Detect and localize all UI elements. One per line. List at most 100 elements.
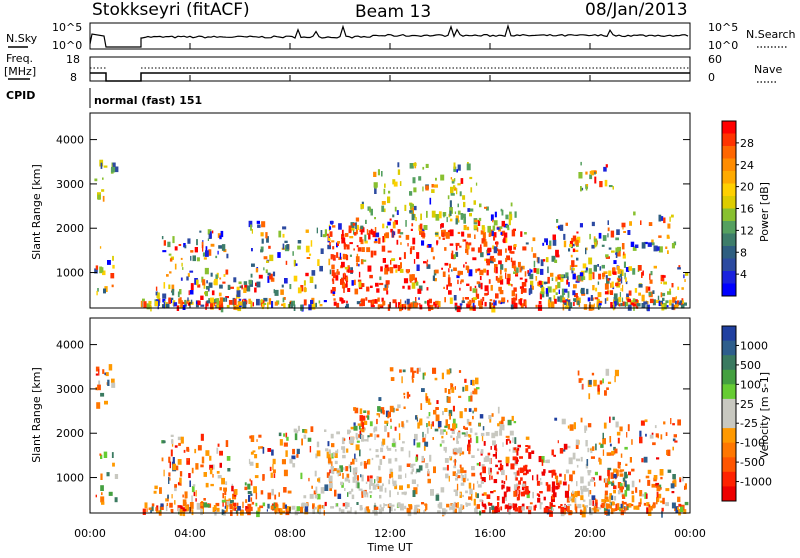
heatmap-cell [342,473,344,479]
heatmap-cell [140,300,143,308]
heatmap-cell [675,304,679,308]
heatmap-cell [431,184,434,188]
heatmap-cell [566,496,570,503]
heatmap-cell [582,383,584,390]
heatmap-cell [336,503,338,507]
heatmap-cell [526,506,530,510]
heatmap-cell [187,448,190,452]
heatmap-cell [679,302,681,305]
heatmap-cell [491,432,496,439]
heatmap-cell [392,438,396,444]
heatmap-cell [476,462,480,466]
heatmap-cell [200,304,205,307]
heatmap-cell [412,177,416,184]
heatmap-cell [556,219,559,223]
y-tick-label: 3000 [56,178,84,191]
heatmap-cell [407,285,411,290]
heatmap-cell [412,246,415,250]
heatmap-cell [348,479,351,483]
heatmap-cell [481,477,486,483]
heatmap-cell [203,257,207,260]
heatmap-cell [419,304,423,310]
heatmap-cell [547,276,550,284]
freq-trace [90,72,690,82]
colorbar-swatch [722,258,736,272]
x-tick-label: 12:00 [374,527,406,540]
heatmap-cell [213,505,217,510]
heatmap-cell [511,260,516,266]
heatmap-cell [577,503,582,509]
colorbar-swatch [722,369,736,385]
heatmap-cell [229,286,234,289]
heatmap-cell [570,254,573,258]
heatmap-cell [330,289,333,294]
heatmap-cell [463,425,466,429]
heatmap-cell [465,265,469,271]
heatmap-cell [623,231,626,233]
heatmap-cell [546,239,548,246]
heatmap-cell [537,497,541,503]
heatmap-cell [667,469,672,473]
heatmap-cell [462,477,466,483]
heatmap-cell [468,447,471,455]
heatmap-cell [616,503,620,511]
heatmap-cell [429,402,432,405]
heatmap-cell [513,287,517,292]
heatmap-cell [251,248,253,252]
heatmap-cell [521,483,526,487]
heatmap-cell [101,492,103,496]
heatmap-cell [374,433,376,440]
heatmap-cell [293,428,297,433]
heatmap-cell [225,481,228,485]
heatmap-cell [454,458,456,466]
heatmap-cell [416,442,421,448]
heatmap-cell [289,300,292,304]
heatmap-cell [180,277,183,281]
heatmap-cell [356,224,359,230]
heatmap-cell [463,227,467,231]
heatmap-cell [443,286,445,289]
heatmap-cell [258,446,260,450]
heatmap-cell [617,246,621,252]
heatmap-cell [593,238,598,243]
heatmap-cell [580,186,582,192]
heatmap-cell [661,304,665,311]
heatmap-cell [221,297,226,302]
heatmap-cell [443,509,448,512]
heatmap-cell [674,440,678,443]
heatmap-cell [165,498,169,502]
heatmap-cell [261,221,266,228]
heatmap-cell [256,281,261,288]
heatmap-cell [345,502,348,509]
heatmap-cell [466,418,470,425]
heatmap-cell [374,187,377,194]
heatmap-cell [452,471,456,476]
heatmap-cell [97,194,101,200]
heatmap-cell [451,429,455,434]
heatmap-cell [359,303,363,307]
heatmap-cell [605,275,608,280]
heatmap-cell [392,230,394,238]
heatmap-cell [571,490,574,494]
heatmap-cell [675,296,677,300]
heatmap-cell [99,453,102,456]
heatmap-cell [462,494,464,498]
heatmap-cell [622,284,624,292]
heatmap-cell [417,367,421,372]
heatmap-cell [652,442,656,446]
colorbar-swatch [722,413,736,429]
heatmap-cell [216,471,220,474]
heatmap-cell [112,162,116,167]
heatmap-cell [405,234,410,240]
heatmap-cell [449,229,454,237]
heatmap-cell [282,243,285,250]
heatmap-cell [672,438,676,442]
heatmap-cell [408,505,413,510]
heatmap-cell [194,247,198,253]
heatmap-cell [178,298,181,304]
heatmap-cell [365,481,368,484]
heatmap-cell [303,503,308,506]
heatmap-cell [356,502,359,505]
heatmap-cell [593,506,597,513]
heatmap-cell [463,264,465,268]
